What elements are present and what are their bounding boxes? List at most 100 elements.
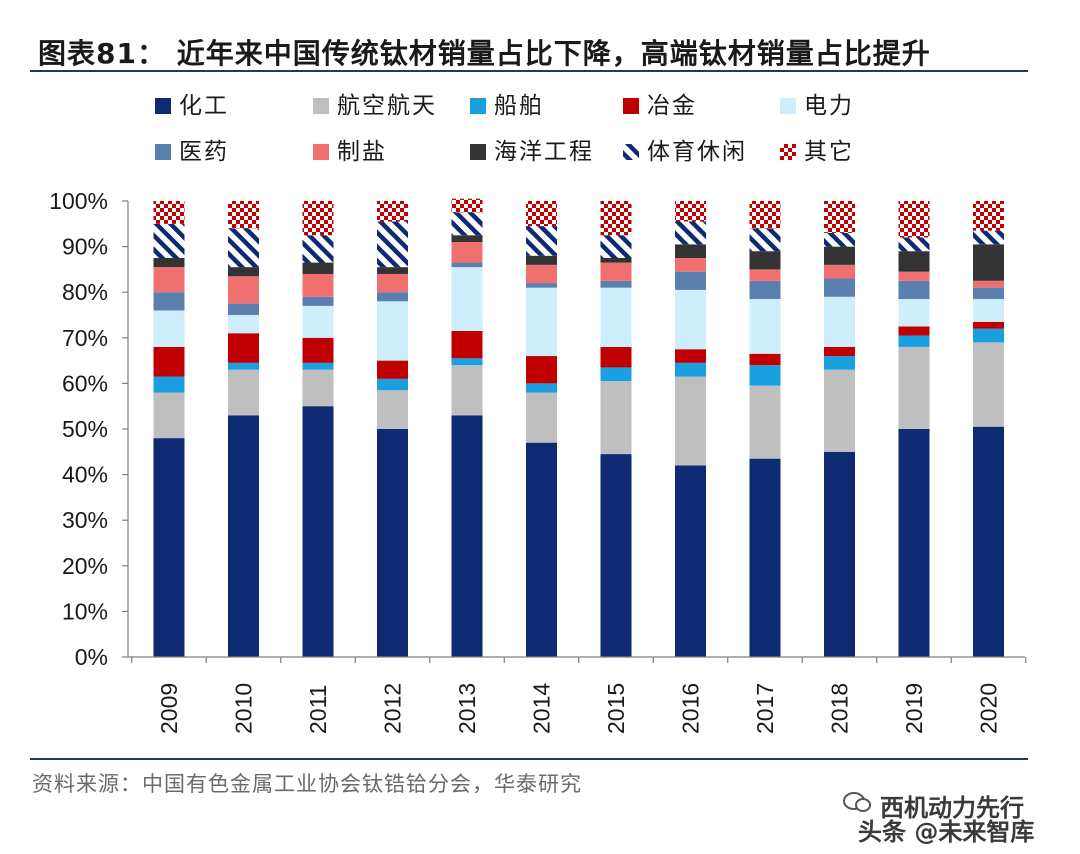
- y-tick-label-10: 100%: [49, 188, 108, 214]
- bar-2018-series-2: [824, 369, 855, 452]
- bar-2013-series-8: [451, 235, 483, 243]
- bar-2012-series-4: [377, 360, 408, 379]
- bar-2011-series-6: [302, 296, 334, 306]
- bar-2013-series-10: [451, 198, 483, 213]
- bar-2015-series-7: [600, 262, 632, 281]
- bar-2018-series-3: [824, 356, 855, 370]
- x-tick-label-2013: 2013: [454, 683, 480, 734]
- bar-2017-series-9: [749, 228, 781, 252]
- bar-2014-series-4: [526, 356, 557, 384]
- legend-label-5: 电力: [804, 93, 854, 119]
- x-tick-label-2010: 2010: [231, 683, 257, 734]
- bar-2019-series-7: [898, 271, 930, 281]
- legend-swatch-2: [313, 98, 329, 114]
- watermark-line1: 西机动力先行: [880, 794, 1024, 822]
- x-tick-label-2012: 2012: [380, 683, 406, 734]
- bar-2010-series-4: [228, 333, 259, 363]
- bar-2013-series-9: [451, 212, 483, 236]
- bar-2014-series-9: [526, 226, 557, 256]
- bar-2017-series-6: [749, 280, 781, 300]
- bar-2013-series-5: [451, 267, 483, 331]
- bar-2010-series-5: [228, 315, 259, 334]
- bar-2012-series-9: [377, 221, 408, 268]
- bar-2011-series-2: [302, 369, 334, 407]
- bar-2010-series-7: [228, 276, 259, 304]
- legend-label-4: 冶金: [647, 93, 697, 119]
- bar-2009-series-8: [153, 258, 185, 268]
- legend-swatch-4: [623, 98, 639, 114]
- chat-bubble-icon: [843, 792, 871, 812]
- bar-2018-series-10: [824, 201, 855, 233]
- x-tick-label-2014: 2014: [529, 683, 555, 734]
- x-tick-label-2011: 2011: [305, 685, 331, 734]
- legend-swatch-1: [155, 98, 171, 114]
- bar-2011-series-5: [302, 305, 334, 338]
- page-title: 图表81： 近年来中国传统钛材销量占比下降，高端钛材销量占比提升: [38, 37, 931, 70]
- bar-2016-series-9: [675, 221, 706, 245]
- bar-2013-series-4: [451, 330, 483, 359]
- bar-2014-series-2: [526, 392, 557, 443]
- legend-label-9: 体育休闲: [647, 139, 747, 165]
- legend-label-7: 制盐: [337, 139, 387, 165]
- legend-label-1: 化工: [179, 93, 229, 119]
- bar-2012-series-6: [377, 292, 408, 302]
- bar-2014-series-8: [526, 255, 557, 265]
- bar-2013-series-3: [451, 358, 483, 366]
- bar-2018-series-1: [824, 451, 855, 657]
- bar-2013-series-1: [451, 415, 483, 657]
- bar-2009-series-6: [153, 292, 185, 311]
- bar-2015-series-8: [600, 258, 632, 263]
- bar-stack-2013: [451, 198, 483, 657]
- bars: [153, 198, 1004, 657]
- bar-2020-series-6: [973, 287, 1004, 300]
- bar-2016-series-6: [675, 271, 706, 290]
- legend-swatch-9: [623, 144, 639, 160]
- legend-label-6: 医药: [179, 139, 229, 165]
- bar-stack-2016: [675, 201, 706, 657]
- bar-2017-series-8: [749, 251, 781, 270]
- bar-2019-series-6: [898, 280, 930, 300]
- x-tick-label-2020: 2020: [976, 683, 1002, 734]
- legend-swatch-8: [470, 144, 486, 160]
- legend-label-10: 其它: [804, 139, 854, 165]
- y-tick-label-7: 70%: [62, 325, 108, 351]
- bar-2013-series-6: [451, 262, 483, 268]
- bar-2014-series-1: [526, 442, 557, 657]
- bar-2011-series-7: [302, 273, 334, 297]
- bar-2017-series-3: [749, 365, 781, 386]
- x-axis: 2009 2010 2011 2012 2013 2014 2015 2016 2017 2018…: [128, 656, 1027, 734]
- bar-2010-series-10: [228, 201, 259, 229]
- x-tick-label-2018: 2018: [827, 683, 853, 734]
- bar-2012-series-10: [377, 201, 408, 222]
- bar-2020-series-4: [973, 321, 1004, 329]
- bar-2012-series-8: [377, 267, 408, 274]
- bar-2012-series-3: [377, 378, 408, 391]
- legend-label-2: 航空航天: [337, 93, 437, 119]
- bar-2014-series-3: [526, 383, 557, 393]
- bar-2017-series-5: [749, 299, 781, 354]
- bar-stack-2017: [749, 201, 781, 657]
- bar-2015-series-6: [600, 280, 632, 288]
- bar-2020-series-8: [973, 244, 1004, 281]
- bar-2011-series-9: [302, 235, 334, 263]
- bar-2016-series-1: [675, 465, 706, 657]
- bar-2015-series-5: [600, 287, 632, 347]
- bar-2009-series-2: [153, 392, 185, 439]
- bar-2020-series-3: [973, 328, 1004, 343]
- legend-swatch-10: [780, 144, 796, 160]
- footer-divider: [30, 758, 1028, 760]
- bar-2011-series-1: [302, 406, 334, 657]
- legend-swatch-7: [313, 144, 329, 160]
- bar-2018-series-8: [824, 246, 855, 265]
- bar-2012-series-1: [377, 429, 408, 657]
- bar-2014-series-10: [526, 201, 557, 227]
- title-divider: [30, 70, 1028, 72]
- y-tick-label-4: 40%: [62, 462, 108, 488]
- bar-stack-2020: [973, 201, 1004, 657]
- bar-2014-series-6: [526, 283, 557, 288]
- bar-2009-series-9: [153, 223, 185, 258]
- bar-2016-series-8: [675, 244, 706, 258]
- y-tick-label-1: 10%: [62, 598, 108, 624]
